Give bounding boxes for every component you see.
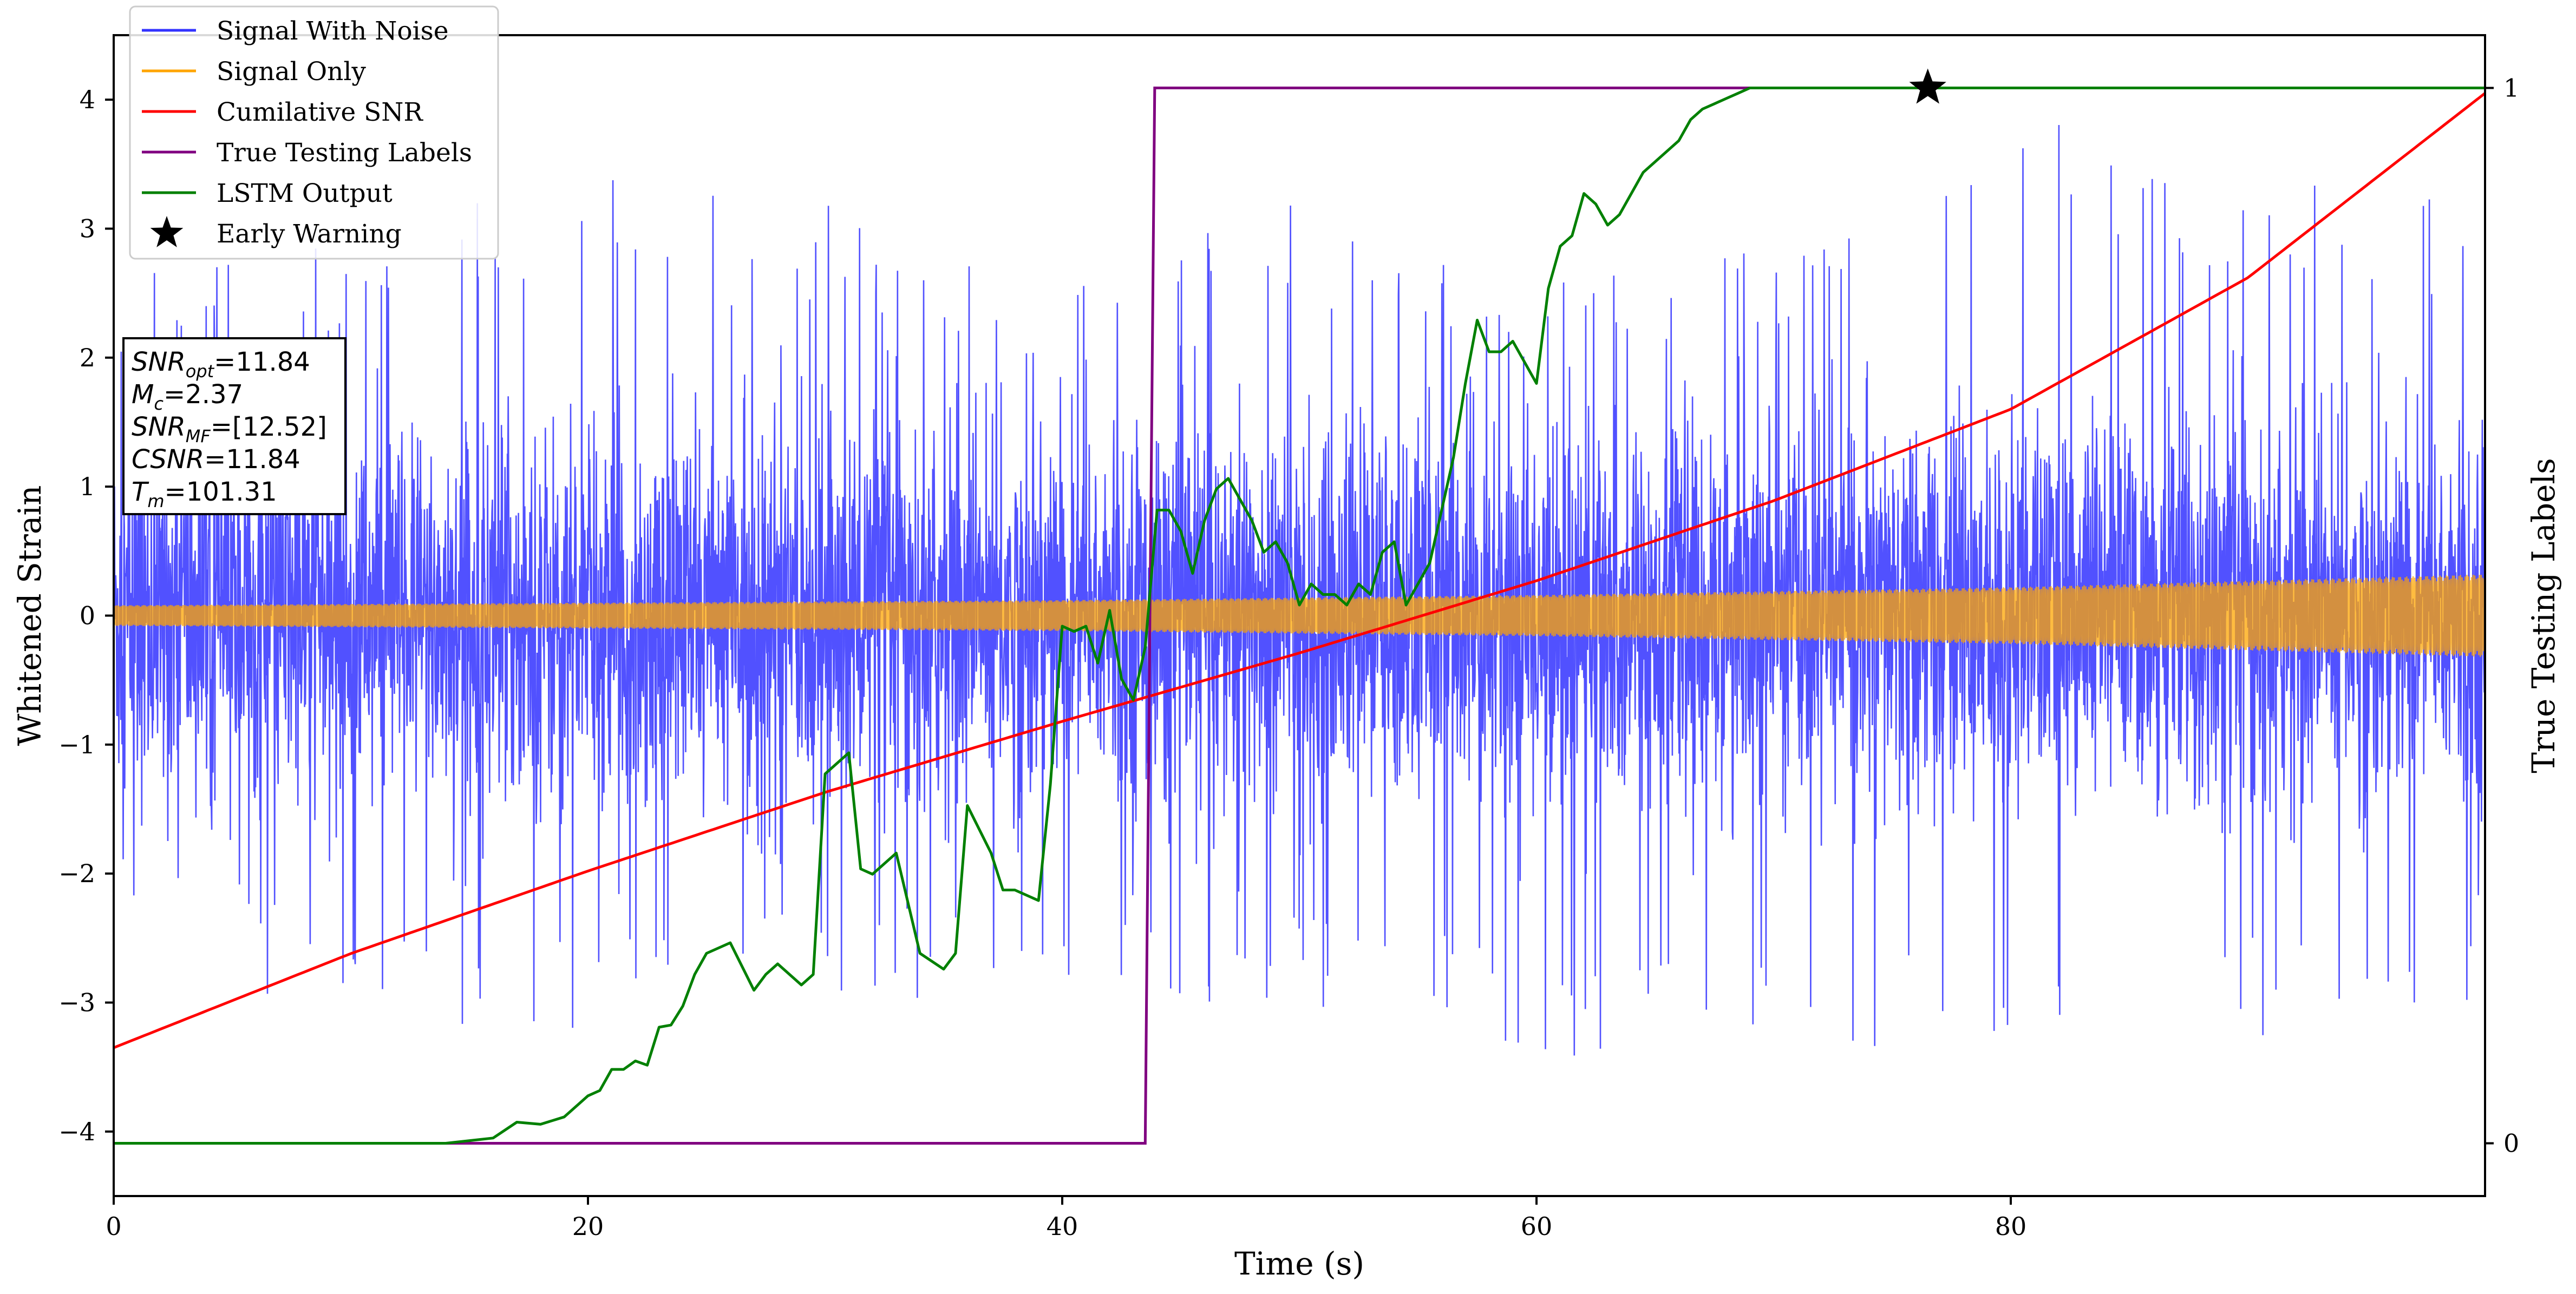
legend: Signal With Noise Signal Only Cumilative S… — [129, 5, 499, 260]
x-tick-label: 0 — [106, 1212, 121, 1241]
y-tick-label: −3 — [58, 988, 95, 1017]
info-box: SNRopt=11.84 Mc=2.37 SNRMF=[12.52] CSNR=… — [122, 337, 346, 515]
cumulative-snr-line — [114, 92, 2485, 1049]
info-line-snr-mf: SNRMF=[12.52] — [132, 412, 327, 446]
legend-swatch — [150, 216, 184, 247]
y-tick-label: 1 — [80, 472, 95, 501]
y-tick-label: −4 — [58, 1117, 95, 1146]
legend-label: Signal With Noise — [217, 16, 449, 46]
legend-label: Cumilative SNR — [217, 97, 423, 127]
legend-label: True Testing Labels — [217, 138, 472, 168]
y2-tick-label: 1 — [2503, 74, 2519, 103]
y-tick-label: 0 — [80, 601, 95, 630]
x-tick-label: 60 — [1521, 1212, 1553, 1241]
info-snr-opt-sub: opt — [186, 361, 215, 382]
y-tick-label: 4 — [80, 85, 95, 114]
lstm-output-line — [114, 87, 2485, 1145]
info-tm-label: T — [132, 477, 149, 507]
info-box-frame — [122, 337, 346, 515]
y2-tick-label: 0 — [2503, 1129, 2519, 1158]
info-csnr-value: =11.84 — [204, 444, 300, 475]
legend-label: Early Warning — [217, 219, 402, 249]
line-series-group — [114, 87, 2485, 1145]
info-mc-sub: c — [154, 393, 164, 414]
info-line-csnr: CSNR=11.84 — [132, 444, 300, 475]
y-tick-label: 3 — [80, 214, 95, 244]
info-tm-value: =101.31 — [165, 477, 277, 507]
early-warning-star — [1909, 68, 1946, 104]
y-tick-label: −1 — [58, 730, 95, 759]
legend-label: LSTM Output — [217, 179, 393, 208]
y2-axis-title: True Testing Labels — [2525, 458, 2562, 773]
info-csnr-label: CSNR — [132, 444, 204, 475]
y-tick-label: −2 — [58, 859, 95, 888]
y-axis-title: Whitened Strain — [11, 485, 48, 746]
x-tick-label: 20 — [572, 1212, 604, 1241]
info-mc-value: =2.37 — [164, 379, 243, 410]
legend-label: Signal Only — [217, 57, 366, 87]
info-snr-mf-value: =[12.52] — [211, 412, 327, 442]
early-warning-marker-group — [1909, 68, 1946, 104]
info-tm-sub: m — [147, 491, 164, 511]
x-tick-label: 80 — [1995, 1212, 2027, 1241]
info-line-tm: Tm=101.31 — [132, 477, 277, 511]
x-tick-label: 40 — [1047, 1212, 1078, 1241]
signal-only-series — [114, 574, 2485, 657]
info-snr-opt-label: SNR — [132, 347, 186, 377]
legend-frame — [129, 5, 499, 260]
info-snr-mf-label: SNR — [132, 412, 186, 442]
y-tick-label: 2 — [80, 343, 95, 372]
info-line-mc: Mc=2.37 — [132, 379, 243, 414]
info-line-snr-opt: SNRopt=11.84 — [132, 347, 310, 382]
signal-only-line — [114, 574, 2485, 657]
x-axis-title: Time (s) — [1234, 1245, 1364, 1282]
info-snr-mf-sub: MF — [186, 426, 211, 446]
info-snr-opt-value: =11.84 — [214, 347, 310, 377]
info-mc-label: M — [132, 379, 154, 410]
